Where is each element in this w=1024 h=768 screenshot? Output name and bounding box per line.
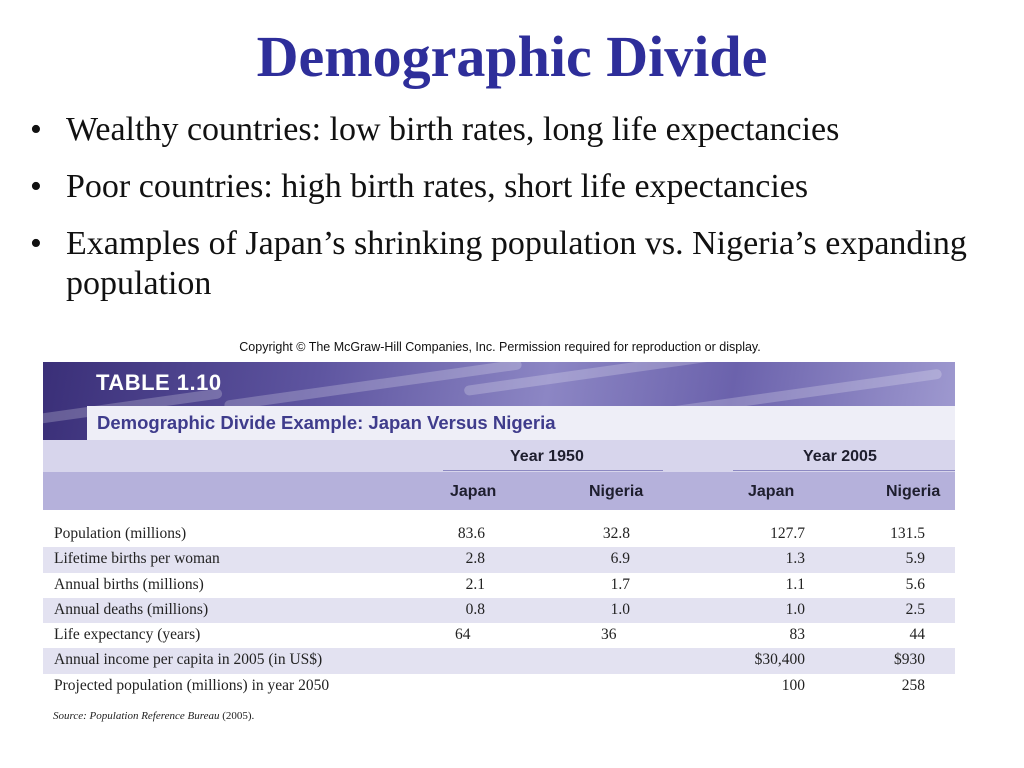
row-label: Annual income per capita in 2005 (in US$…: [54, 651, 323, 669]
bullet-item: • Wealthy countries: low birth rates, lo…: [30, 110, 1005, 150]
cell-japan-1950: 64: [455, 626, 471, 644]
cell-nigeria-1950: 36: [601, 626, 617, 644]
country-header-row: Japan Nigeria Japan Nigeria: [43, 472, 955, 510]
year-header-2005: Year 2005: [803, 448, 877, 465]
bullet-text: Examples of Japan’s shrinking population…: [66, 225, 967, 302]
bullet-icon: •: [30, 225, 42, 262]
country-header: Nigeria: [886, 483, 941, 500]
row-label: Life expectancy (years): [54, 626, 201, 644]
table-label: TABLE 1.10: [96, 370, 222, 395]
bullet-text: Wealthy countries: low birth rates, long…: [66, 111, 840, 148]
table-row: Annual births (millions) 2.1 1.7 1.1 5.6: [43, 573, 955, 598]
cell-nigeria-2005: 131.5: [890, 525, 925, 542]
country-header: Japan: [748, 483, 795, 500]
source-year: (2005).: [219, 710, 255, 722]
bullet-list: • Wealthy countries: low birth rates, lo…: [30, 110, 1005, 321]
year-header-1950: Year 1950: [510, 448, 584, 465]
source-note: Source: Population Reference Bureau (200…: [53, 710, 254, 722]
table-row: Life expectancy (years) 64 36 83 44: [43, 623, 955, 648]
table-body: Population (millions) 83.6 32.8 127.7 13…: [43, 522, 955, 699]
cell-japan-2005: 1.1: [785, 575, 805, 593]
bullet-item: • Poor countries: high birth rates, shor…: [30, 167, 1005, 207]
row-label: Annual births (millions): [54, 575, 204, 593]
cell-nigeria-1950: 6.9: [610, 550, 630, 568]
cell-nigeria-1950: 1.0: [610, 600, 630, 618]
bullet-item: • Examples of Japan’s shrinking populati…: [30, 224, 1005, 304]
cell-nigeria-2005: 2.5: [905, 600, 925, 618]
cell-nigeria-1950: 1.7: [610, 575, 630, 593]
cell-japan-2005: 127.7: [770, 525, 805, 542]
bullet-icon: •: [30, 168, 42, 205]
bullet-text: Poor countries: high birth rates, short …: [66, 168, 809, 205]
table-title: Demographic Divide Example: Japan Versus…: [97, 412, 556, 433]
cell-japan-2005: $30,400: [754, 651, 805, 669]
row-label: Lifetime births per woman: [54, 550, 220, 568]
cell-japan-2005: 83: [789, 626, 806, 644]
cell-japan-1950: 0.8: [465, 600, 485, 618]
cell-nigeria-2005: $930: [894, 651, 925, 669]
slide-title: Demographic Divide: [256, 24, 768, 89]
source-text: Source: Population Reference Bureau: [53, 710, 220, 722]
row-label: Projected population (millions) in year …: [54, 676, 330, 694]
country-header: Japan: [450, 483, 497, 500]
bullet-icon: •: [30, 111, 42, 148]
cell-nigeria-2005: 5.6: [905, 575, 925, 593]
country-header: Nigeria: [589, 483, 644, 500]
table-row: Lifetime births per woman 2.8 6.9 1.3 5.…: [43, 547, 955, 573]
cell-nigeria-2005: 44: [909, 626, 926, 644]
table-row: Population (millions) 83.6 32.8 127.7 13…: [43, 522, 955, 547]
table-title-bar: Demographic Divide Example: Japan Versus…: [87, 406, 955, 440]
table-row: Annual income per capita in 2005 (in US$…: [43, 648, 955, 674]
table-banner: TABLE 1.10 Demographic Divide Example: J…: [43, 362, 955, 440]
table-row: Annual deaths (millions) 0.8 1.0 1.0 2.5: [43, 597, 955, 624]
table-figure: TABLE 1.10 Demographic Divide Example: J…: [43, 362, 955, 702]
cell-nigeria-2005: 258: [901, 676, 925, 694]
cell-japan-1950: 2.8: [465, 550, 485, 568]
cell-japan-2005: 1.0: [785, 600, 805, 618]
table-row: Projected population (millions) in year …: [43, 674, 955, 699]
copyright-notice: Copyright © The McGraw-Hill Companies, I…: [239, 340, 761, 354]
cell-nigeria-2005: 5.9: [905, 550, 925, 568]
cell-japan-1950: 83.6: [457, 525, 485, 542]
cell-japan-1950: 2.1: [465, 575, 485, 593]
cell-nigeria-1950: 32.8: [602, 525, 630, 542]
cell-japan-2005: 100: [781, 676, 805, 694]
row-label: Annual deaths (millions): [54, 600, 209, 618]
cell-japan-2005: 1.3: [785, 550, 805, 568]
row-label: Population (millions): [54, 525, 187, 542]
year-header-row: Year 1950 Year 2005: [43, 440, 955, 472]
